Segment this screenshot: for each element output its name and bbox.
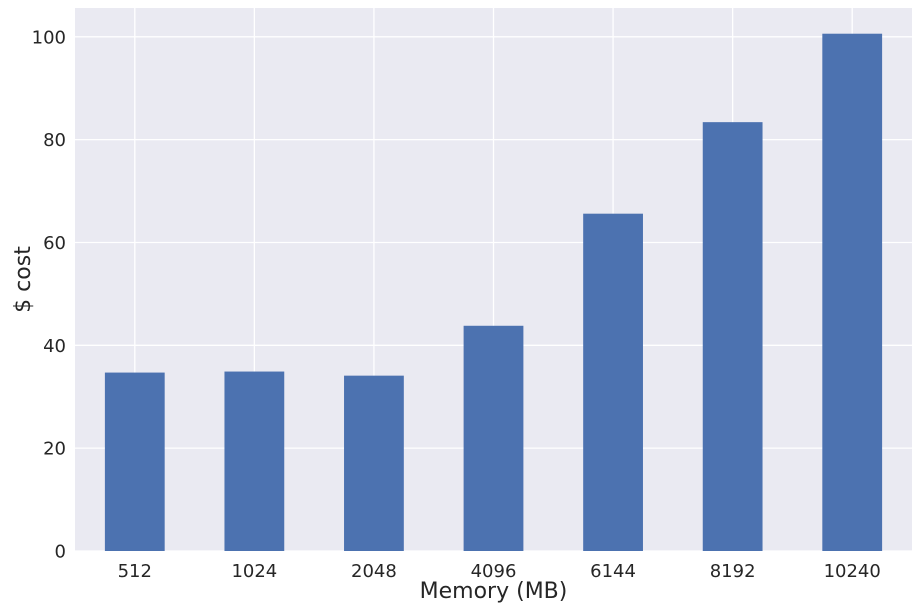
y-tick-label: 40 [43, 336, 66, 357]
x-tick-label: 1024 [231, 561, 277, 582]
bar-8192 [702, 122, 763, 551]
x-tick-label: 512 [118, 561, 152, 582]
bar-512 [104, 372, 165, 551]
x-tick-label: 10240 [824, 561, 881, 582]
x-tick-label: 4096 [471, 561, 517, 582]
x-tick-label: 6144 [590, 561, 636, 582]
bar-4096 [463, 325, 524, 551]
y-tick-label: 60 [43, 233, 66, 254]
x-tick-label: 2048 [351, 561, 397, 582]
y-tick-label: 20 [43, 439, 66, 460]
bar-1024 [224, 371, 285, 551]
x-tick-label: 8192 [710, 561, 756, 582]
y-axis-label: $ cost [11, 246, 36, 313]
x-axis-label: Memory (MB) [420, 579, 568, 604]
y-tick-label: 80 [43, 130, 66, 151]
y-tick-label: 100 [32, 27, 66, 48]
bar-10240 [822, 33, 883, 552]
x-axis-ticks: 512 1024 2048 4096 6144 8192 10240 [118, 561, 881, 582]
bars [104, 33, 883, 552]
bar-6144 [583, 213, 643, 551]
bar-2048 [344, 375, 404, 551]
y-axis-ticks: 0 20 40 60 80 100 [32, 27, 66, 562]
y-tick-label: 0 [55, 542, 66, 563]
